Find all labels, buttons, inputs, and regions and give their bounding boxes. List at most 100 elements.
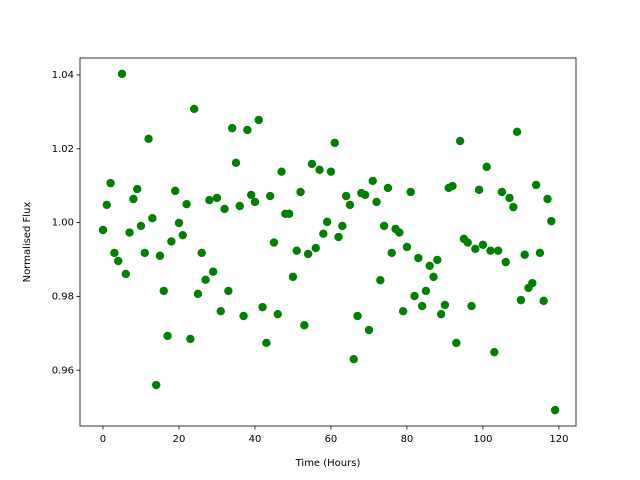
point <box>132 184 142 194</box>
point <box>429 272 438 282</box>
x-tick-label: 120 <box>549 434 568 445</box>
plot-frame <box>79 57 577 427</box>
point <box>159 286 168 296</box>
point <box>433 255 442 265</box>
point <box>106 178 115 188</box>
x-tick-label: 80 <box>401 434 414 445</box>
point <box>151 380 161 390</box>
point <box>338 221 347 231</box>
point <box>417 301 427 311</box>
point <box>121 269 130 279</box>
point <box>414 253 423 263</box>
point <box>402 242 412 252</box>
point <box>539 296 548 306</box>
point <box>448 181 457 191</box>
point <box>383 183 393 193</box>
point <box>284 209 294 218</box>
point <box>208 267 218 276</box>
point <box>163 331 172 341</box>
point <box>178 230 187 240</box>
point <box>474 185 484 194</box>
point <box>467 301 476 311</box>
point <box>296 187 305 197</box>
point <box>512 127 522 137</box>
point <box>269 238 279 247</box>
point <box>410 291 419 301</box>
point <box>201 275 210 285</box>
point <box>117 69 127 79</box>
point <box>307 159 317 169</box>
point <box>148 213 157 223</box>
point <box>170 186 180 196</box>
point <box>455 136 465 146</box>
point <box>322 217 332 227</box>
point <box>326 167 336 176</box>
point <box>505 193 514 203</box>
point <box>220 204 229 214</box>
point <box>243 125 252 135</box>
point <box>395 228 404 237</box>
point <box>136 221 146 231</box>
x-tick-label: 0 <box>100 434 106 445</box>
point <box>140 248 149 258</box>
y-tick-label: 1.04 <box>52 70 74 81</box>
point <box>189 104 199 114</box>
point <box>376 276 385 285</box>
y-tick-label: 0.96 <box>52 365 74 376</box>
y-axis-label: Normalised Flux <box>22 202 33 283</box>
point <box>550 405 560 415</box>
point <box>129 194 138 204</box>
point <box>535 248 545 258</box>
point <box>490 347 499 357</box>
point <box>520 250 529 259</box>
point <box>144 134 153 144</box>
point <box>486 246 495 255</box>
point <box>482 162 491 172</box>
point <box>216 307 225 316</box>
y-tick-label: 1.00 <box>52 218 74 229</box>
point <box>113 256 123 266</box>
point <box>543 194 552 204</box>
point <box>387 248 396 258</box>
point <box>265 191 275 201</box>
point <box>235 201 244 211</box>
point <box>471 244 480 254</box>
point <box>273 309 282 319</box>
point <box>292 246 301 255</box>
point <box>212 193 222 203</box>
point <box>436 309 446 319</box>
point <box>421 286 431 296</box>
point <box>277 167 286 176</box>
y-tick-label: 0.98 <box>52 291 74 302</box>
point <box>254 115 263 125</box>
x-axis-label: Time (Hours) <box>295 458 361 469</box>
point <box>330 138 339 148</box>
point <box>258 302 267 312</box>
point <box>379 221 389 231</box>
point <box>300 321 309 330</box>
point <box>246 190 256 200</box>
point <box>509 202 518 212</box>
point <box>193 289 203 299</box>
point <box>125 228 134 237</box>
point <box>349 354 358 364</box>
point <box>425 261 434 271</box>
x-tick-label: 100 <box>473 434 492 445</box>
point <box>547 216 556 226</box>
point <box>182 199 191 209</box>
point <box>528 278 537 288</box>
point <box>452 338 461 348</box>
point <box>368 176 377 186</box>
point <box>360 190 370 200</box>
point <box>463 238 472 247</box>
point <box>493 246 503 255</box>
y-tick-label: 1.02 <box>52 144 74 155</box>
point <box>353 311 362 321</box>
point <box>516 295 526 305</box>
point <box>398 307 408 316</box>
x-tick-label: 40 <box>249 434 262 445</box>
point <box>341 191 351 201</box>
point <box>262 338 271 348</box>
point <box>315 165 324 175</box>
